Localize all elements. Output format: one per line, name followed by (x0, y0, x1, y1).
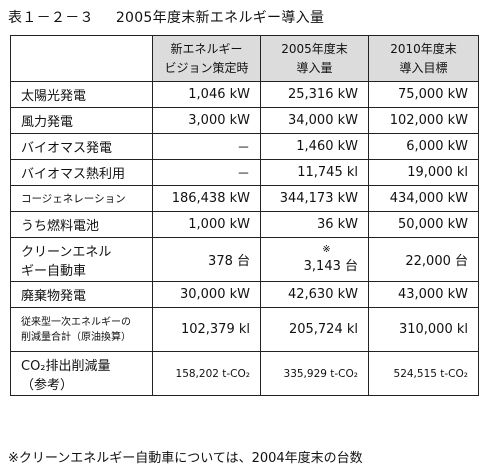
table-row: CO₂排出削減量 （参考） 158,202 t-CO₂ 335,929 t-CO₂… (10, 351, 479, 396)
cell-target2010: 434,000 kW (368, 185, 479, 212)
footnote: ※クリーンエネルギー自動車については、2004年度末の台数 (8, 451, 363, 466)
cell-target2010: 310,000 kl (368, 307, 479, 352)
cell-target2010: 524,515 t-CO₂ (368, 351, 479, 396)
row-label: 廃棄物発電 (10, 281, 153, 308)
row-label: バイオマス熱利用 (10, 159, 153, 186)
table-row: うち燃料電池 1,000 kW 36 kW 50,000 kW (10, 211, 479, 238)
row-label: コージェネレーション (10, 185, 153, 212)
row-label: 従来型一次エネルギーの 削減量合計（原油換算） (10, 307, 153, 352)
row-label: クリーンエネル ギー自動車 (10, 237, 153, 282)
table-row: 従来型一次エネルギーの 削減量合計（原油換算） 102,379 kl 205,72… (10, 307, 479, 352)
table-row: バイオマス発電 － 1,460 kW 6,000 kW (10, 133, 479, 160)
header-target2010: 2010年度末 導入目標 (368, 35, 479, 82)
table-number: 表１－２－３ (8, 10, 94, 26)
cell-vision: 3,000 kW (152, 107, 261, 134)
cell-fy2005: 34,000 kW (260, 107, 369, 134)
cell-vision: 30,000 kW (152, 281, 261, 308)
header-fy2005: 2005年度末 導入量 (260, 35, 369, 82)
cell-vision: － (152, 159, 261, 186)
header-vision: 新エネルギー ビジョン策定時 (152, 35, 261, 82)
cell-vision: － (152, 133, 261, 160)
cell-vision: 186,438 kW (152, 185, 261, 212)
cell-vision: 378 台 (152, 237, 261, 282)
cell-fy2005: 25,316 kW (260, 81, 369, 108)
table-title: 2005年度末新エネルギー導入量 (115, 10, 325, 26)
cell-fy2005: 36 kW (260, 211, 369, 238)
cell-target2010: 19,000 kl (368, 159, 479, 186)
cell-fy2005: 344,173 kW (260, 185, 369, 212)
row-label: バイオマス発電 (10, 133, 153, 160)
row-label: 風力発電 (10, 107, 153, 134)
row-label: 太陽光発電 (10, 81, 153, 108)
cell-vision: 1,000 kW (152, 211, 261, 238)
cell-target2010: 43,000 kW (368, 281, 479, 308)
cell-target2010: 22,000 台 (368, 237, 479, 282)
cell-target2010: 75,000 kW (368, 81, 479, 108)
table-row: コージェネレーション 186,438 kW 344,173 kW 434,000… (10, 185, 479, 212)
table-row: バイオマス熱利用 － 11,745 kl 19,000 kl (10, 159, 479, 186)
cell-target2010: 50,000 kW (368, 211, 479, 238)
cell-fy2005: 205,724 kl (260, 307, 369, 352)
footnote-mark: ※ (322, 244, 331, 255)
header-row: 新エネルギー ビジョン策定時 2005年度末 導入量 2010年度末 導入目標 (10, 35, 479, 82)
header-corner (10, 35, 153, 82)
cell-fy2005: 42,630 kW (260, 281, 369, 308)
cell-fy2005: 11,745 kl (260, 159, 369, 186)
table-row: 廃棄物発電 30,000 kW 42,630 kW 43,000 kW (10, 281, 479, 308)
table-row: クリーンエネル ギー自動車 378 台 ※ 3,143 台 22,000 台 (10, 237, 479, 282)
cell-fy2005: 335,929 t-CO₂ (260, 351, 369, 396)
cell-target2010: 102,000 kW (368, 107, 479, 134)
table-row: 太陽光発電 1,046 kW 25,316 kW 75,000 kW (10, 81, 479, 108)
cell-vision: 102,379 kl (152, 307, 261, 352)
row-label: うち燃料電池 (10, 211, 153, 238)
table-caption: 表１－２－３ 2005年度末新エネルギー導入量 (8, 7, 324, 27)
cell-vision: 1,046 kW (152, 81, 261, 108)
new-energy-table: 新エネルギー ビジョン策定時 2005年度末 導入量 2010年度末 導入目標 太陽光… (10, 35, 479, 396)
row-label: CO₂排出削減量 （参考） (10, 351, 153, 396)
cell-vision: 158,202 t-CO₂ (152, 351, 261, 396)
table-row: 風力発電 3,000 kW 34,000 kW 102,000 kW (10, 107, 479, 134)
cell-target2010: 6,000 kW (368, 133, 479, 160)
cell-fy2005: 1,460 kW (260, 133, 369, 160)
cell-fy2005: ※ 3,143 台 (260, 237, 369, 282)
